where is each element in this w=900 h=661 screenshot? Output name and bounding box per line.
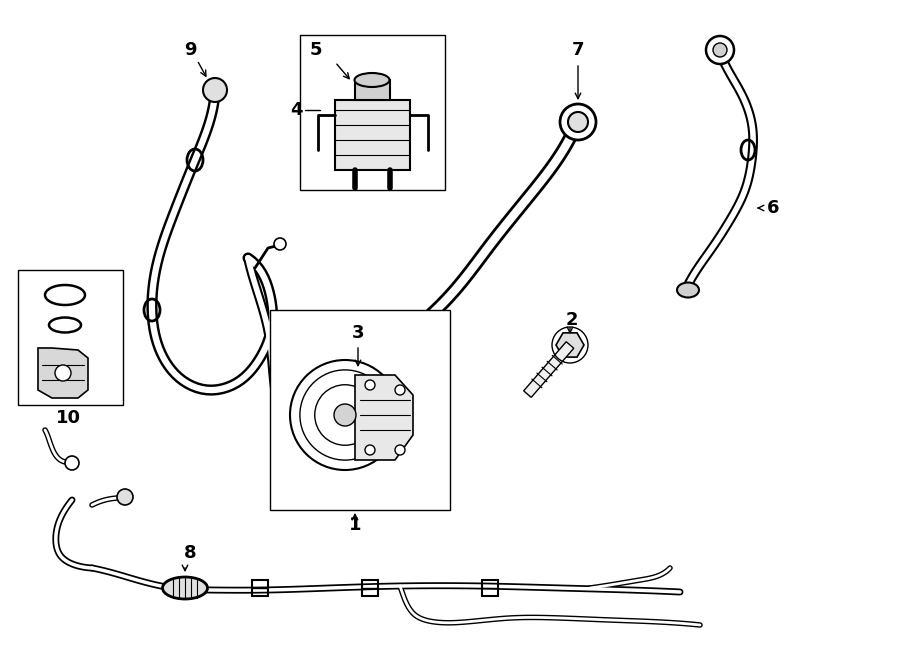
Circle shape <box>395 445 405 455</box>
Circle shape <box>117 489 133 505</box>
Circle shape <box>713 43 727 57</box>
Text: 7: 7 <box>572 41 584 59</box>
Text: 2: 2 <box>566 311 578 329</box>
Circle shape <box>365 445 375 455</box>
Circle shape <box>203 78 227 102</box>
Text: 5: 5 <box>310 41 322 59</box>
Bar <box>270 310 450 510</box>
Text: 6: 6 <box>767 199 779 217</box>
Bar <box>335 100 410 170</box>
Ellipse shape <box>163 577 208 599</box>
Circle shape <box>395 385 405 395</box>
Text: 10: 10 <box>56 409 80 427</box>
Bar <box>252 580 268 596</box>
Circle shape <box>560 104 596 140</box>
Circle shape <box>65 456 79 470</box>
Circle shape <box>568 112 588 132</box>
Bar <box>362 580 378 596</box>
Bar <box>482 580 498 596</box>
Polygon shape <box>556 333 584 357</box>
Ellipse shape <box>677 282 699 297</box>
Text: 9: 9 <box>184 41 196 59</box>
Polygon shape <box>355 375 413 460</box>
Circle shape <box>274 238 286 250</box>
Text: 8: 8 <box>184 544 196 562</box>
Text: 1: 1 <box>349 516 361 534</box>
Circle shape <box>55 365 71 381</box>
Bar <box>18 270 123 405</box>
Text: 3: 3 <box>352 324 365 342</box>
Bar <box>355 80 390 100</box>
Bar <box>300 35 445 190</box>
Polygon shape <box>38 348 88 398</box>
Text: 4: 4 <box>290 101 302 119</box>
Circle shape <box>334 404 356 426</box>
Ellipse shape <box>355 73 390 87</box>
Circle shape <box>706 36 734 64</box>
Circle shape <box>365 380 375 390</box>
Polygon shape <box>524 342 574 397</box>
